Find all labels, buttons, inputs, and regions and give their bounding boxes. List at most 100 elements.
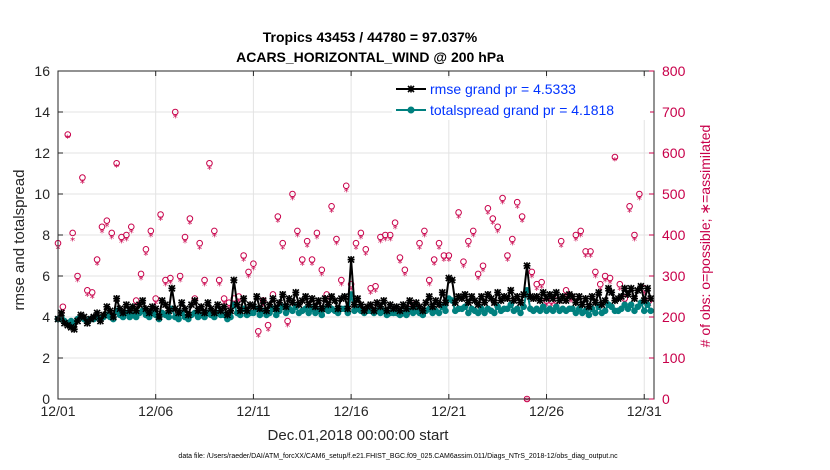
obs-possible-point xyxy=(206,159,213,167)
x-tick-label: 12/26 xyxy=(529,403,564,419)
obs-assimilated-point: * xyxy=(217,281,222,292)
rmse-point xyxy=(240,294,248,303)
rmse-point xyxy=(60,319,69,327)
rmse-point xyxy=(148,303,156,311)
rmse-point xyxy=(487,294,495,303)
obs-assimilated-point: * xyxy=(510,240,515,251)
obs-assimilated-point: * xyxy=(441,257,446,268)
obs-possible-point xyxy=(425,276,433,284)
rmse-point xyxy=(350,301,359,309)
rmse-point xyxy=(523,262,531,270)
rmse-point xyxy=(175,309,183,317)
obs-possible-point xyxy=(362,246,370,253)
rmse-point xyxy=(184,311,192,319)
rmse-point xyxy=(552,288,560,296)
obs-assimilated-point: * xyxy=(573,236,578,247)
obs-assimilated-point: * xyxy=(583,253,588,264)
rmse-point xyxy=(197,303,205,311)
rmse-point xyxy=(285,294,293,303)
rmse-point xyxy=(634,286,642,294)
obs-assimilated-point: * xyxy=(246,273,251,284)
rmse-point xyxy=(406,297,414,305)
rmse-point xyxy=(341,292,349,301)
rmse-point xyxy=(220,303,228,311)
obs-possible-point xyxy=(176,272,184,280)
rmse-point xyxy=(588,292,596,301)
rmse-point xyxy=(80,313,88,321)
obs-possible-point xyxy=(606,274,614,282)
rmse-point xyxy=(513,292,521,301)
obs-assimilated-point: * xyxy=(520,218,525,229)
spread-point xyxy=(569,305,576,313)
rmse-point xyxy=(295,301,303,309)
rmse-point xyxy=(640,297,648,305)
obs-assimilated-point: * xyxy=(378,238,383,249)
obs-assimilated-point: * xyxy=(485,209,490,220)
rmse-point xyxy=(191,297,199,305)
obs-possible-point xyxy=(220,295,228,302)
rmse-point xyxy=(617,292,625,301)
obs-assimilated-point: * xyxy=(539,283,544,294)
rmse-point xyxy=(119,309,127,317)
obs-possible-point xyxy=(469,227,477,235)
rmse-point xyxy=(516,299,525,307)
rmse-point xyxy=(331,297,339,305)
rmse-point xyxy=(243,307,251,315)
spread-point xyxy=(631,307,638,315)
obs-assimilated-point: * xyxy=(305,242,310,253)
rmse-point xyxy=(373,299,381,307)
obs-possible-point xyxy=(240,252,247,259)
y-tick-label: 10 xyxy=(34,186,50,202)
obs-possible-point xyxy=(289,190,296,198)
obs-assimilated-point: * xyxy=(427,281,432,292)
obs-assimilated-point: * xyxy=(388,236,393,247)
obs-possible-point xyxy=(513,198,521,206)
obs-assimilated-point: * xyxy=(437,244,442,255)
rmse-point xyxy=(393,303,401,311)
rmse-point xyxy=(562,297,570,305)
spread-point xyxy=(318,311,326,319)
y-tick-label: 0 xyxy=(42,391,50,407)
obs-possible-point xyxy=(440,252,448,259)
obs-assimilated-point: * xyxy=(368,289,373,300)
rmse-point xyxy=(484,290,492,299)
obs-possible-point xyxy=(430,256,438,263)
rmse-point xyxy=(155,313,163,321)
rmse-point xyxy=(409,303,417,311)
rmse-point xyxy=(168,284,176,292)
y-tick-label: 4 xyxy=(42,309,50,325)
rmse-point xyxy=(585,303,593,311)
obs-assimilated-point: * xyxy=(168,279,173,290)
y-tick-label: 16 xyxy=(34,63,50,79)
obs-possible-point xyxy=(103,217,111,224)
obs-assimilated-point: * xyxy=(148,232,153,243)
obs-assimilated-point: * xyxy=(534,285,539,296)
rmse-point xyxy=(611,297,619,305)
obs-possible-point xyxy=(186,215,194,222)
spread-point xyxy=(539,303,547,311)
legend-rmse-marker xyxy=(407,85,415,93)
rmse-point xyxy=(246,301,254,309)
obs-assimilated-point: * xyxy=(627,207,632,218)
obs-possible-point xyxy=(308,256,316,263)
spread-point xyxy=(517,309,524,317)
obs-possible-point xyxy=(342,182,350,190)
obs-assimilated-point: * xyxy=(153,300,158,311)
obs-possible-point xyxy=(357,229,365,237)
obs-possible-point xyxy=(59,303,67,311)
obs-assimilated-point: * xyxy=(417,244,422,255)
obs-possible-point xyxy=(572,231,580,239)
rmse-point xyxy=(582,294,590,303)
rmse-point xyxy=(396,307,404,315)
obs-possible-point xyxy=(445,252,453,259)
legend-spread-marker xyxy=(407,106,415,114)
spread-point xyxy=(442,307,449,315)
chart-title-line2: ACARS_HORIZONTAL_WIND @ 200 hPa xyxy=(236,49,504,65)
rmse-point xyxy=(630,294,639,303)
rmse-point xyxy=(542,294,551,303)
obs-assimilated-point: * xyxy=(402,271,407,282)
rmse-point xyxy=(490,299,498,307)
rmse-point xyxy=(507,286,515,294)
rmse-point xyxy=(568,292,577,301)
obs-assimilated-point: * xyxy=(285,322,290,333)
